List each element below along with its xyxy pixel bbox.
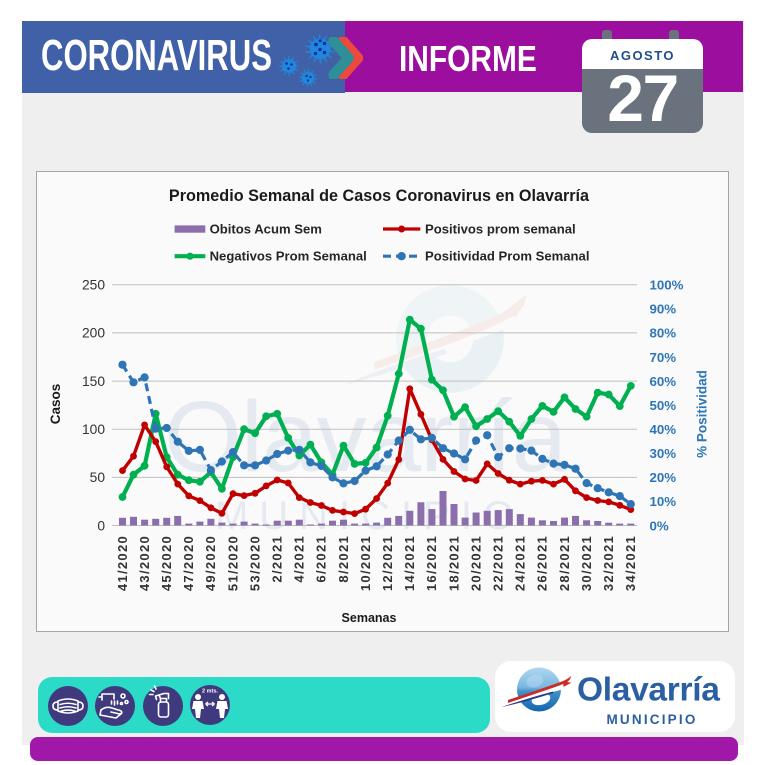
svg-text:Casos: Casos [48, 384, 63, 425]
svg-text:26/2021: 26/2021 [535, 535, 550, 591]
svg-text:MUNICIPIO: MUNICIPIO [606, 712, 697, 727]
svg-text:Positivos prom semanal: Positivos prom semanal [425, 222, 576, 237]
svg-text:% Positividad: % Positividad [695, 370, 710, 458]
svg-text:30%: 30% [650, 446, 677, 461]
svg-text:40%: 40% [650, 422, 677, 437]
svg-text:0%: 0% [650, 518, 669, 533]
svg-text:Olavarría: Olavarría [577, 672, 720, 709]
svg-text:250: 250 [82, 278, 105, 293]
svg-text:0: 0 [97, 518, 105, 533]
svg-text:50%: 50% [650, 398, 677, 413]
svg-text:22/2021: 22/2021 [491, 535, 506, 591]
svg-text:24/2021: 24/2021 [513, 535, 528, 591]
svg-text:51/2020: 51/2020 [225, 535, 240, 591]
svg-text:34/2021: 34/2021 [623, 535, 638, 591]
svg-text:14/2021: 14/2021 [402, 535, 417, 591]
svg-text:16/2021: 16/2021 [424, 535, 439, 591]
svg-text:90%: 90% [650, 302, 677, 317]
svg-text:150: 150 [82, 374, 105, 389]
svg-text:Negativos Prom Semanal: Negativos Prom Semanal [210, 249, 367, 264]
svg-text:10/2021: 10/2021 [358, 535, 373, 591]
svg-text:Semanas: Semanas [342, 611, 397, 625]
svg-text:2/2021: 2/2021 [270, 535, 285, 583]
svg-text:53/2020: 53/2020 [247, 535, 262, 591]
svg-text:Positividad Prom Semanal: Positividad Prom Semanal [425, 249, 589, 264]
svg-text:200: 200 [82, 326, 105, 341]
svg-text:MUNICIPIO: MUNICIPIO [215, 494, 525, 538]
svg-text:12/2021: 12/2021 [380, 535, 395, 591]
svg-text:18/2021: 18/2021 [446, 535, 461, 591]
svg-text:8/2021: 8/2021 [336, 535, 351, 583]
svg-text:49/2020: 49/2020 [203, 535, 218, 591]
svg-text:20%: 20% [650, 470, 677, 485]
svg-text:Obitos Acum Sem: Obitos Acum Sem [210, 222, 322, 237]
svg-text:41/2020: 41/2020 [115, 535, 130, 591]
svg-text:100: 100 [82, 422, 105, 437]
svg-text:32/2021: 32/2021 [601, 535, 616, 591]
svg-text:80%: 80% [650, 326, 677, 341]
svg-text:70%: 70% [650, 350, 677, 365]
svg-text:45/2020: 45/2020 [159, 535, 174, 591]
svg-text:Promedio Semanal de Casos Coro: Promedio Semanal de Casos Coronavirus en… [169, 187, 590, 205]
svg-text:6/2021: 6/2021 [314, 535, 329, 583]
svg-text:30/2021: 30/2021 [579, 535, 594, 591]
svg-text:43/2020: 43/2020 [137, 535, 152, 591]
svg-text:47/2020: 47/2020 [181, 535, 196, 591]
svg-text:4/2021: 4/2021 [292, 535, 307, 583]
svg-text:20/2021: 20/2021 [468, 535, 483, 591]
svg-text:60%: 60% [650, 374, 677, 389]
svg-text:10%: 10% [650, 494, 677, 509]
svg-text:28/2021: 28/2021 [557, 535, 572, 591]
svg-text:50: 50 [90, 470, 106, 485]
svg-text:2 mts.: 2 mts. [202, 689, 218, 695]
svg-text:100%: 100% [650, 278, 684, 293]
